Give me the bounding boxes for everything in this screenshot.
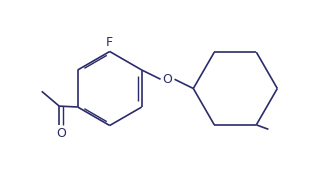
Text: O: O xyxy=(162,73,172,86)
Text: O: O xyxy=(56,127,66,140)
Text: F: F xyxy=(106,36,113,49)
